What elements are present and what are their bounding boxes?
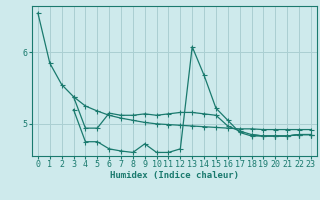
X-axis label: Humidex (Indice chaleur): Humidex (Indice chaleur) — [110, 171, 239, 180]
